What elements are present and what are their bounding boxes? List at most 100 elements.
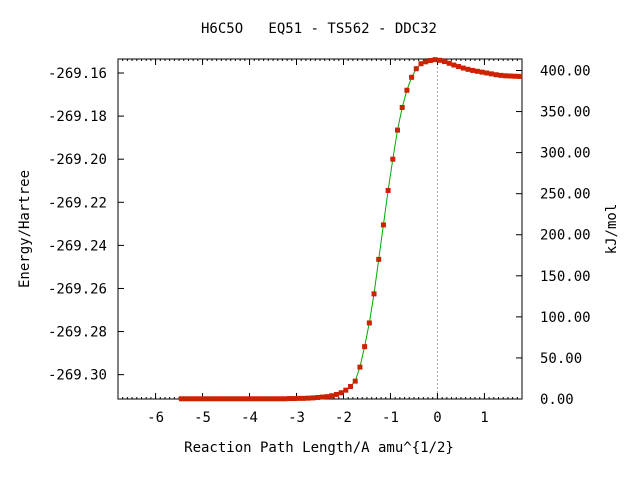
data-point (451, 62, 457, 68)
data-point (488, 71, 494, 77)
y-tick-label: -269.24 (48, 238, 107, 254)
data-point (512, 73, 518, 79)
chart-title: H6C5O EQ51 - TS562 - DDC32 (201, 21, 437, 37)
data-point (423, 59, 429, 65)
y-tick-label: -269.18 (48, 109, 107, 125)
data-point (249, 396, 255, 402)
data-point (239, 396, 245, 402)
data-point (460, 65, 466, 71)
data-point (193, 396, 199, 402)
data-point (470, 67, 476, 73)
data-point (380, 222, 386, 228)
data-point (310, 395, 316, 401)
data-point (188, 396, 194, 402)
y-tick-label: -269.16 (48, 66, 107, 82)
x-tick-label: -4 (241, 410, 258, 426)
data-point (207, 396, 213, 402)
energy-curve-line (181, 59, 520, 400)
data-point (333, 391, 339, 397)
data-point (291, 396, 297, 402)
data-point (315, 394, 321, 400)
data-point (352, 378, 358, 384)
y-tick-labels: -269.16 -269.18 -269.20 -269.22 -269.24 -269.… (48, 66, 107, 384)
data-point (282, 396, 288, 402)
data-point (235, 396, 241, 402)
y2-tick-label: 350.00 (540, 105, 591, 121)
x-tick-labels: -6 -5 -4 -3 -2 -1 0 1 (147, 410, 488, 426)
plot-frame (117, 58, 523, 400)
x-tick-label: -3 (288, 410, 305, 426)
data-point (277, 396, 283, 402)
data-point (517, 73, 523, 79)
data-point (225, 396, 231, 402)
data-point (221, 396, 227, 402)
y2-tick-label: 400.00 (540, 63, 591, 79)
data-point (484, 70, 490, 76)
data-point (437, 57, 443, 63)
data-point (319, 394, 325, 400)
data-point (507, 73, 513, 79)
data-point (357, 364, 363, 370)
y2-tick-label: 200.00 (540, 228, 591, 244)
y-tick-label: -269.26 (48, 281, 107, 297)
y-tick-label: -269.22 (48, 195, 107, 211)
data-point (409, 74, 415, 80)
x-tick-label: 0 (433, 410, 441, 426)
data-point (244, 396, 250, 402)
data-point (301, 395, 307, 401)
data-point (446, 60, 452, 66)
y2-tick-label: 0.00 (540, 392, 574, 408)
y2-tick-label: 250.00 (540, 187, 591, 203)
data-point (268, 396, 274, 402)
data-point (348, 384, 354, 390)
data-point (286, 396, 292, 402)
y2-tick-label: 300.00 (540, 146, 591, 162)
data-point (413, 66, 419, 72)
y2-tick-label: 50.00 (540, 351, 582, 367)
data-point (324, 394, 330, 400)
data-point (385, 187, 391, 193)
y-tick-label: -269.20 (48, 152, 107, 168)
data-point (390, 156, 396, 162)
energy-series (178, 57, 523, 402)
data-point (371, 291, 377, 297)
data-point (272, 396, 278, 402)
data-point (479, 69, 485, 75)
data-point (465, 66, 471, 72)
data-point (338, 390, 344, 396)
data-point (216, 396, 222, 402)
data-point (498, 72, 504, 78)
y2-tick-label: 150.00 (540, 269, 591, 285)
data-point (254, 396, 260, 402)
x-tick-label: -1 (382, 410, 399, 426)
y-tick-label: -269.28 (48, 325, 107, 341)
y2-axis-label: kJ/mol (604, 204, 620, 255)
data-point (230, 396, 236, 402)
x-tick-label: 1 (480, 410, 488, 426)
data-point (305, 395, 311, 401)
data-point (395, 127, 401, 133)
data-point (258, 396, 264, 402)
data-point (343, 387, 349, 393)
data-point (362, 344, 368, 350)
x-tick-label: -5 (194, 410, 211, 426)
data-point (493, 72, 499, 78)
data-point (456, 64, 462, 70)
y2-tick-labels: 400.00 350.00 300.00 250.00 200.00 150.00 100.… (540, 63, 591, 408)
x-axis-label: Reaction Path Length/A amu^{1/2} (184, 440, 454, 456)
data-point (399, 104, 405, 110)
axis-ticks (117, 59, 523, 400)
data-point (503, 73, 509, 79)
data-point (418, 61, 424, 67)
data-point (366, 320, 372, 326)
data-point (296, 395, 302, 401)
data-point (441, 59, 447, 65)
data-point (376, 256, 382, 262)
data-point (329, 393, 335, 399)
y2-tick-label: 100.00 (540, 310, 591, 326)
data-point (202, 396, 208, 402)
y-axis-label: Energy/Hartree (17, 170, 33, 288)
data-point (197, 396, 203, 402)
data-point (183, 396, 189, 402)
